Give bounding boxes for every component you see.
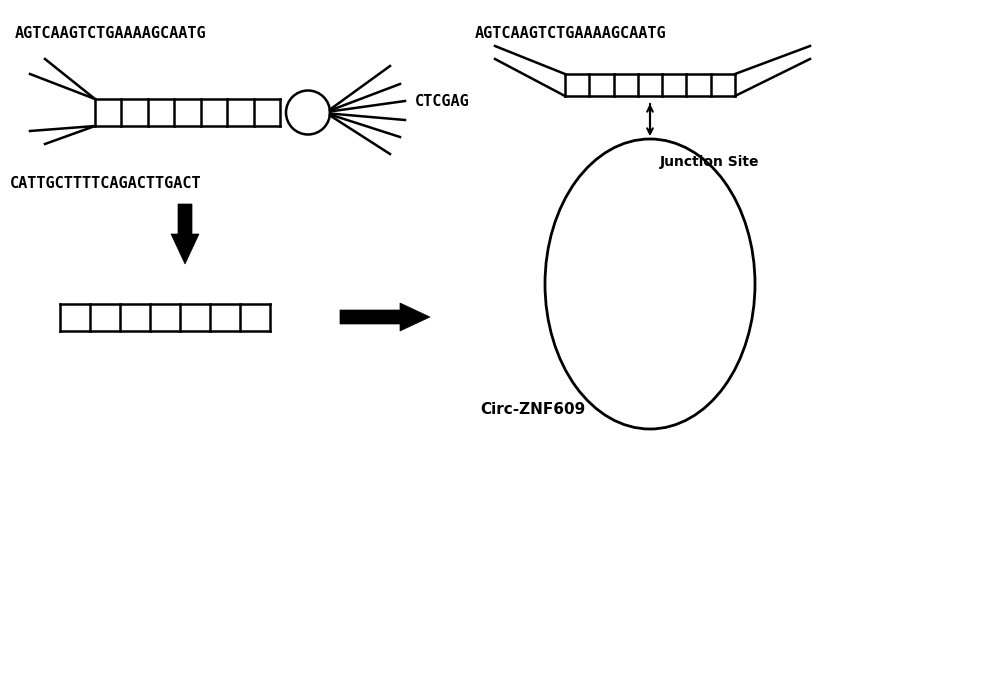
Polygon shape xyxy=(171,204,199,264)
Text: Circ-ZNF609: Circ-ZNF609 xyxy=(480,402,585,417)
Text: AGTCAAGTCTGAAAAGCAATG: AGTCAAGTCTGAAAAGCAATG xyxy=(475,26,667,42)
Text: AGTCAAGTCTGAAAAGCAATG: AGTCAAGTCTGAAAAGCAATG xyxy=(15,26,207,42)
Text: Junction Site: Junction Site xyxy=(660,155,760,169)
Text: CATTGCTTTTCAGACTTGACT: CATTGCTTTTCAGACTTGACT xyxy=(10,177,202,191)
Text: CTCGAG: CTCGAG xyxy=(415,94,470,109)
Polygon shape xyxy=(340,303,430,331)
